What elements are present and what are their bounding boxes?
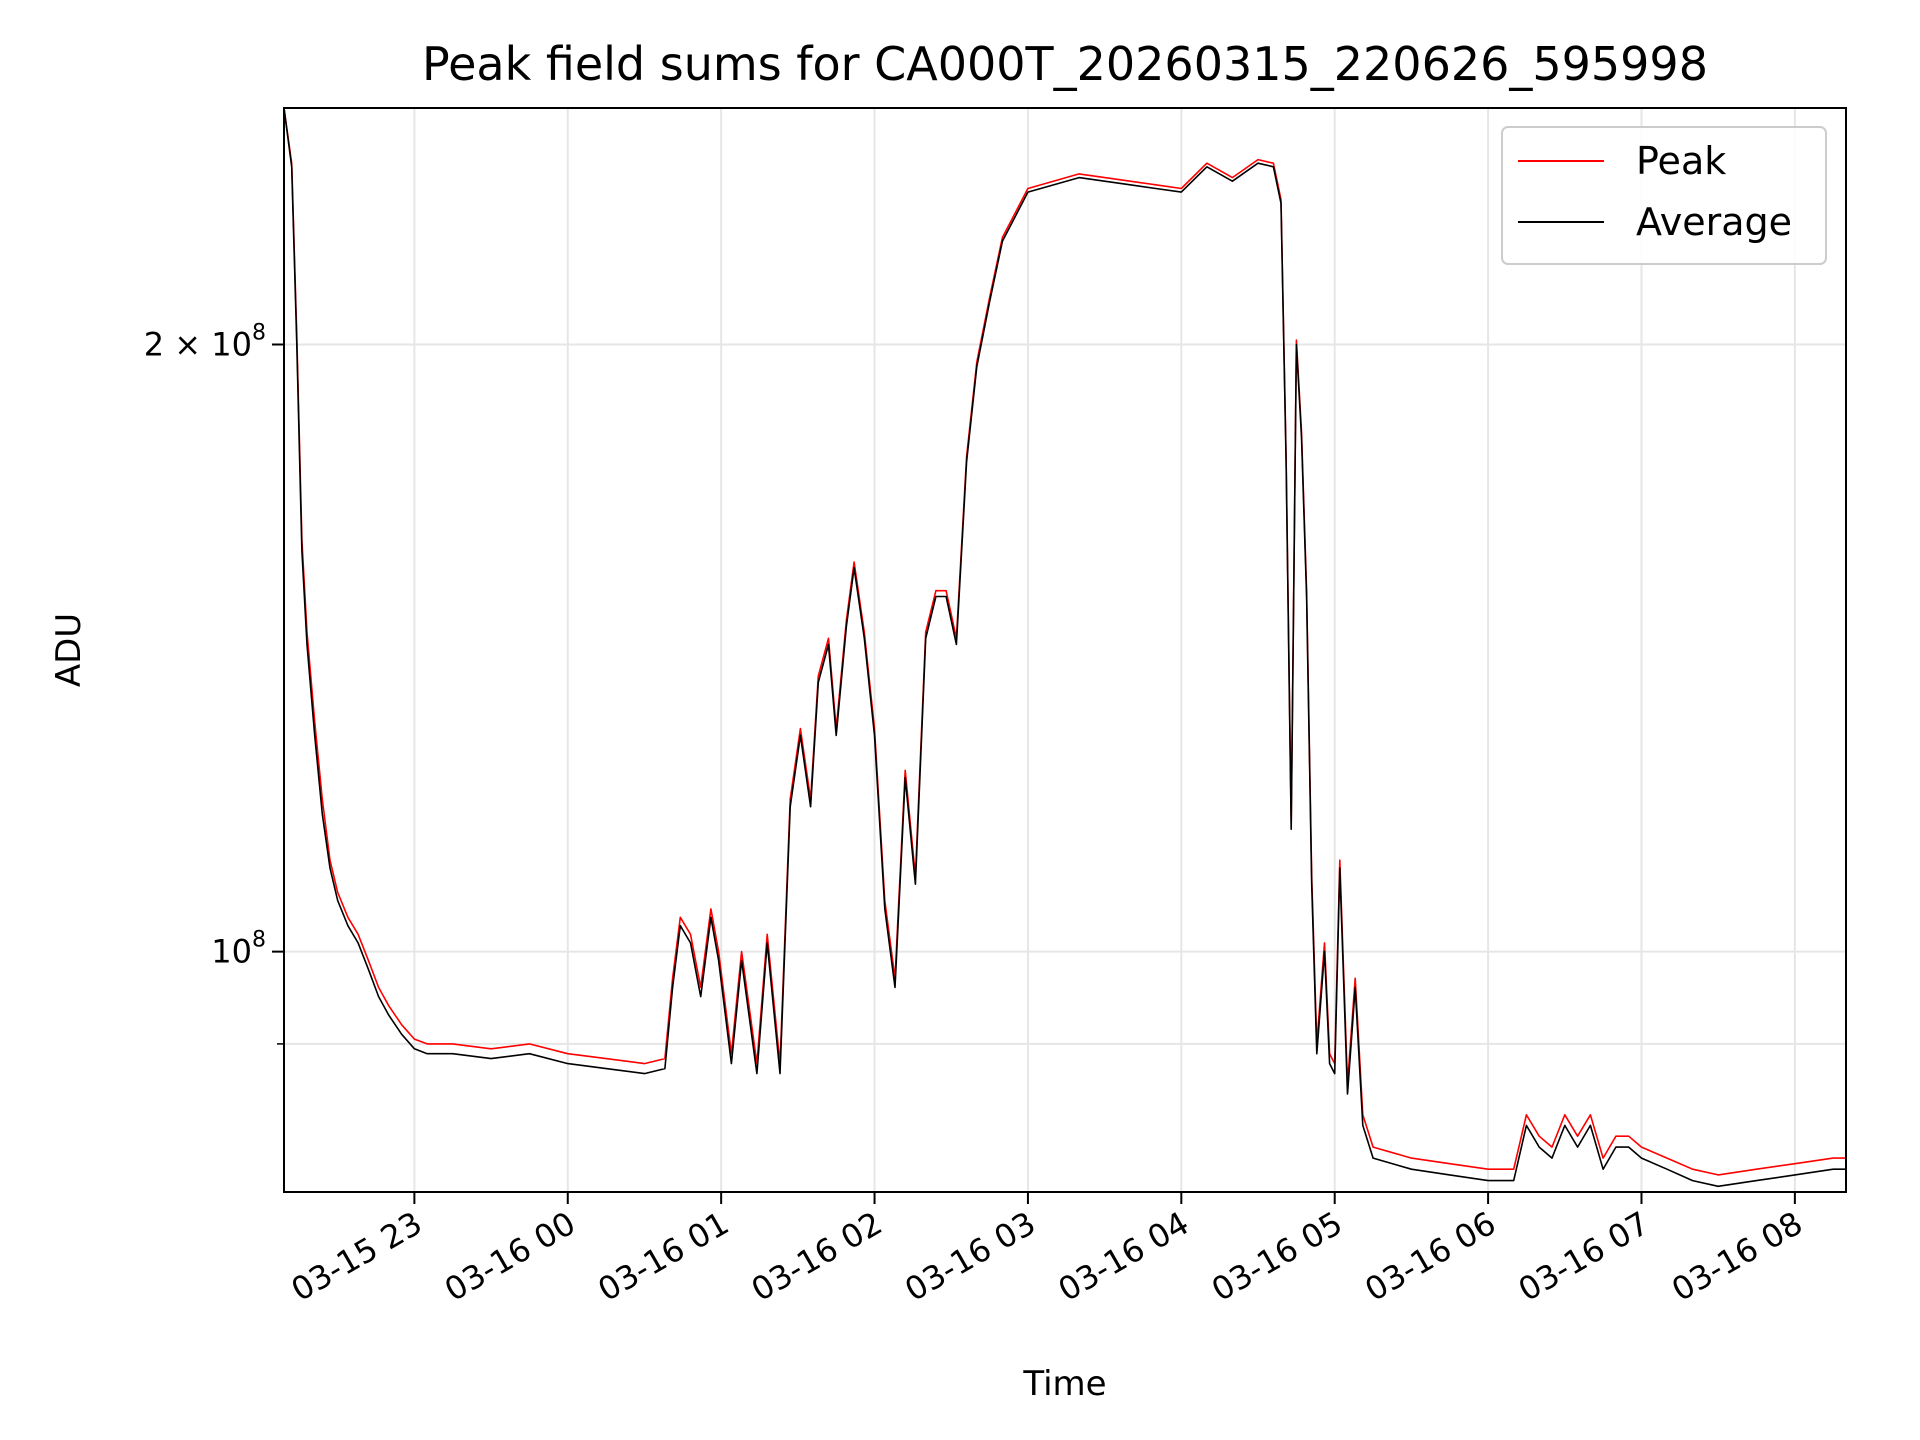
- series-line-average: [283, 107, 1846, 1188]
- legend-label-average: Average: [1636, 200, 1792, 244]
- legend: Peak Average: [1501, 126, 1827, 265]
- x-axis-label: Time: [1022, 1364, 1106, 1404]
- grid: [284, 108, 1846, 1192]
- y-tick-exponent: 8: [252, 928, 266, 953]
- legend-label-peak: Peak: [1636, 139, 1726, 183]
- series-line-peak: [283, 107, 1846, 1176]
- series-lines: [283, 107, 1846, 1188]
- y-tick-exponent: 8: [252, 321, 266, 346]
- y-tick-base: 2 × 10: [144, 326, 252, 364]
- y-tick-label: 108: [211, 928, 266, 971]
- plot-frame: [283, 107, 1847, 1193]
- y-tick-label: 2 × 108: [144, 321, 266, 364]
- chart-title: Peak field sums for CA000T_20260315_2206…: [422, 37, 1708, 91]
- y-tick-base: 10: [211, 933, 252, 971]
- y-axis-label: ADU: [49, 613, 89, 687]
